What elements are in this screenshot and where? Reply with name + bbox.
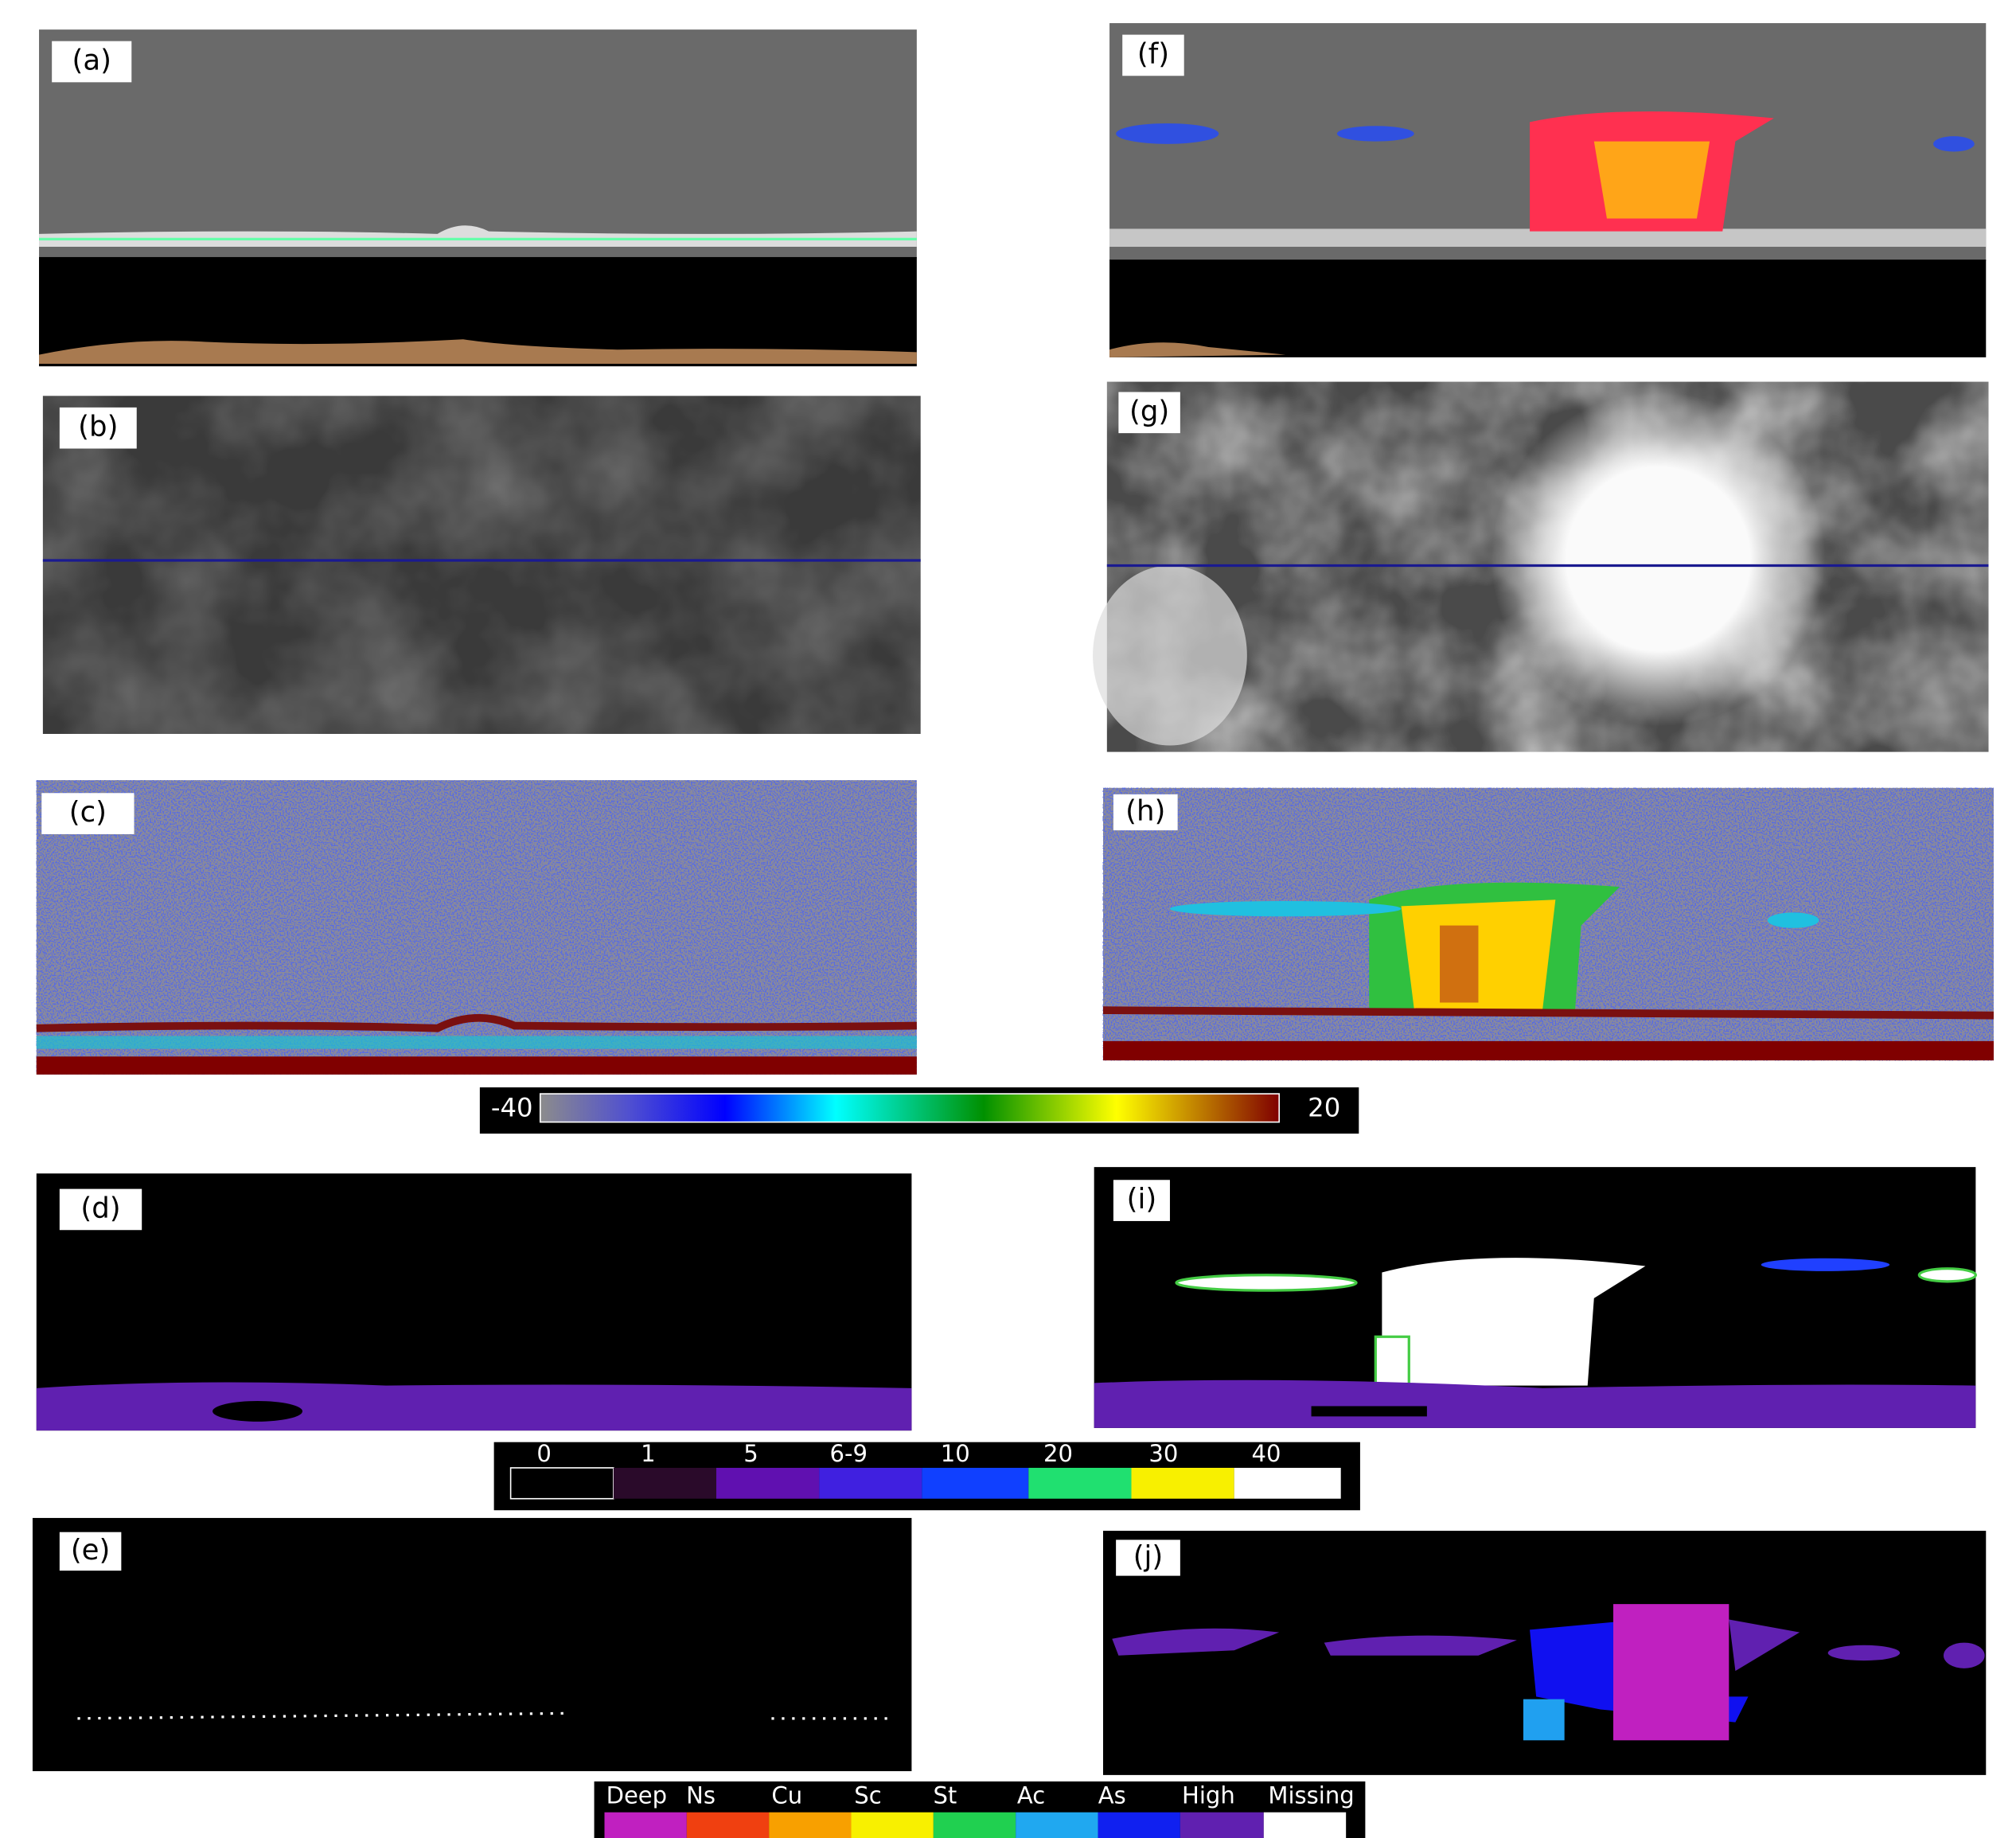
colorbar-label: High (1182, 1781, 1235, 1809)
panel-label: (a) (72, 45, 111, 77)
panel-g: (g) (1093, 382, 1988, 752)
panel-a: (a) (39, 29, 917, 366)
colorbar-label: 0 (536, 1440, 551, 1467)
colorbar-label: 5 (743, 1440, 758, 1467)
colorbar-label: St (933, 1781, 957, 1809)
panel-label: (j) (1133, 1540, 1164, 1573)
colorbar-reflectivity: -40 20 (480, 1087, 1359, 1134)
colorbar-label: 6-9 (830, 1440, 868, 1467)
colorbar-label: -40 (491, 1092, 533, 1122)
colorbar-label: Missing (1268, 1781, 1354, 1809)
panel-label: (b) (78, 411, 118, 443)
panel-j: (j) (1103, 1531, 1986, 1775)
page: (a) (f) (b) (g) (c (0, 0, 2016, 1838)
colorbar-counts: 0 1 5 6-9 10 20 30 40 (494, 1440, 1360, 1510)
figure: (a) (f) (b) (g) (c (0, 0, 2016, 1838)
colorbar-label: 40 (1252, 1440, 1281, 1467)
panel-label: (h) (1125, 794, 1165, 827)
panel-b: (b) (43, 396, 921, 734)
colorbar-label: Ac (1017, 1781, 1045, 1809)
colorbar-label: 30 (1148, 1440, 1178, 1467)
colorbar-cloud-type: Deep Ns Cu Sc St Ac As High Missing (595, 1781, 1366, 1838)
panel-e: (e) (33, 1518, 911, 1771)
colorbar-label: 1 (641, 1440, 655, 1467)
panel-label: (g) (1129, 395, 1169, 427)
panel-f: (f) (1109, 23, 1986, 357)
panel-d: (d) (37, 1173, 912, 1430)
colorbar-label: Sc (854, 1781, 881, 1809)
colorbar-label: 10 (941, 1440, 970, 1467)
panel-h: (h) (1103, 788, 1994, 1060)
colorbar-label: Deep (606, 1781, 668, 1809)
panel-label: (c) (69, 796, 107, 829)
colorbar-label: Ns (686, 1781, 716, 1809)
panel-c: (c) (37, 780, 917, 1075)
colorbar-label: 20 (1043, 1440, 1073, 1467)
colorbar-label: As (1098, 1781, 1126, 1809)
panel-i: (i) (1094, 1167, 1976, 1428)
panel-label: (e) (71, 1534, 111, 1567)
colorbar-label: 20 (1308, 1092, 1340, 1122)
panel-label: (i) (1127, 1183, 1157, 1216)
colorbar-label: Cu (771, 1781, 802, 1809)
panel-label: (d) (80, 1192, 120, 1224)
panel-label: (f) (1137, 37, 1169, 70)
